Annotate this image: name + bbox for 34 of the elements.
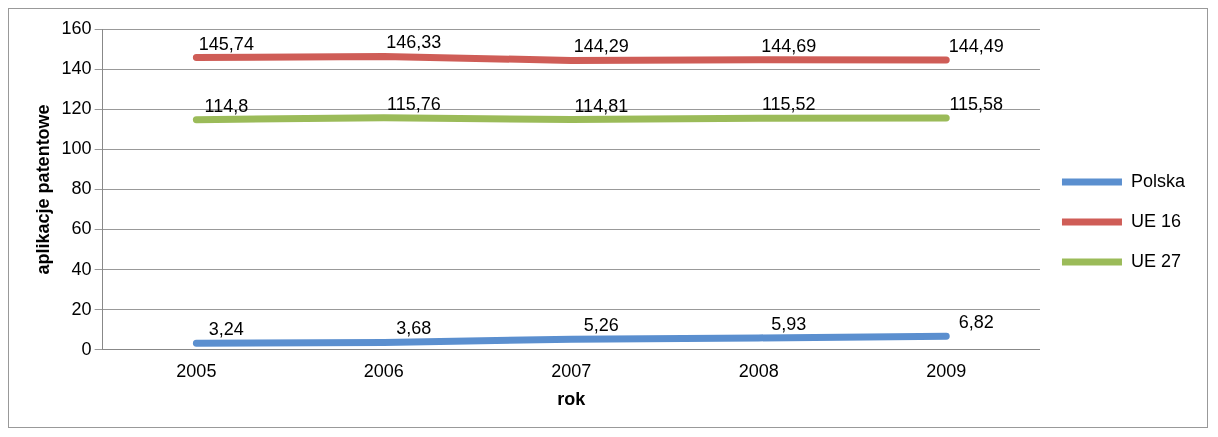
- legend-label: UE 16: [1130, 210, 1181, 231]
- data-label: 5,26: [583, 315, 619, 336]
- data-label: 3,68: [396, 318, 432, 339]
- y-tick-label: 40: [71, 258, 92, 279]
- y-tick-label: 100: [61, 138, 92, 159]
- x-axis-title: rok: [557, 389, 587, 410]
- y-tick-label: 120: [61, 98, 92, 119]
- y-tick-label: 0: [81, 338, 92, 359]
- x-tick-label: 2008: [738, 360, 779, 381]
- y-tick-label: 140: [61, 58, 92, 79]
- y-axis-title: aplikacje patentowe: [32, 104, 53, 275]
- x-tick-label: 2006: [363, 360, 404, 381]
- x-tick-label: 2005: [176, 360, 217, 381]
- data-label: 114,81: [574, 95, 629, 116]
- x-tick-label: 2009: [926, 360, 967, 381]
- data-label: 144,49: [948, 36, 1004, 57]
- data-label: 114,8: [204, 95, 249, 116]
- data-label: 115,76: [386, 93, 441, 114]
- data-label: 145,74: [198, 33, 254, 54]
- legend-label: Polska: [1130, 170, 1186, 191]
- data-label: 146,33: [386, 32, 442, 53]
- data-label: 115,58: [949, 94, 1004, 115]
- y-tick-label: 80: [71, 178, 92, 199]
- data-label: 5,93: [771, 313, 807, 334]
- y-tick-label: 160: [61, 17, 92, 38]
- data-label: 115,52: [761, 94, 816, 115]
- x-tick-label: 2007: [551, 360, 592, 381]
- y-tick-label: 20: [71, 298, 92, 319]
- y-tick-label: 60: [71, 218, 92, 239]
- data-label: 144,29: [573, 36, 629, 57]
- data-label: 6,82: [958, 312, 994, 333]
- data-label: 144,69: [761, 35, 817, 56]
- legend-label: UE 27: [1130, 250, 1181, 271]
- data-label: 3,24: [208, 319, 244, 340]
